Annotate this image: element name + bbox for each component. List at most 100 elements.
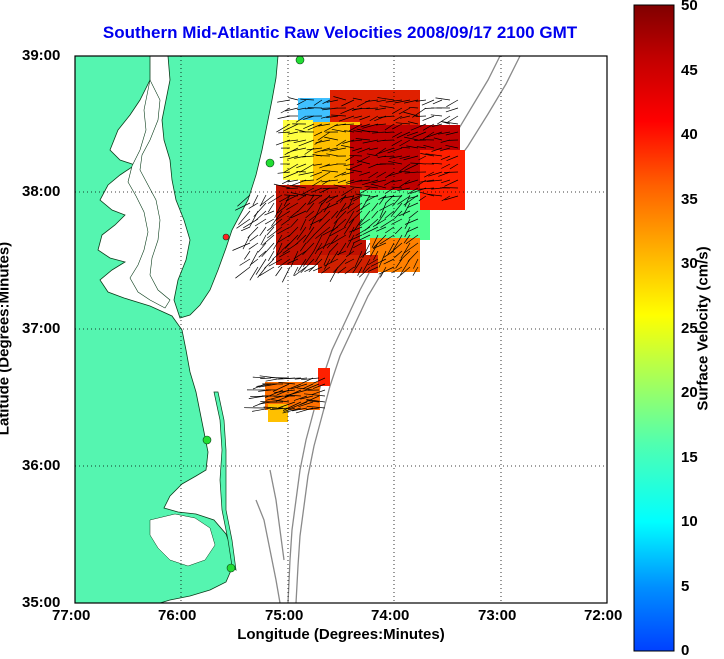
x-tick-label: 77:00 [52, 607, 91, 624]
velocity-arrow [290, 210, 307, 219]
velocity-arrow [286, 139, 299, 142]
velocity-arrow [296, 163, 307, 169]
velocity-arrow [306, 399, 326, 403]
velocity-arrow [406, 131, 419, 137]
velocity-arrow [301, 377, 320, 381]
velocity-arrow [399, 250, 411, 262]
velocity-arrow [293, 266, 299, 276]
velocity-arrow [412, 266, 419, 276]
sound-water [149, 513, 216, 567]
velocity-arrow [404, 218, 411, 230]
velocity-arrow [268, 258, 283, 267]
velocity-arrow [293, 395, 308, 401]
velocity-arrow [439, 147, 451, 152]
velocity-arrow [384, 155, 395, 158]
velocity-arrow [296, 107, 307, 111]
velocity-arrow [387, 171, 403, 177]
velocity-arrow [410, 123, 427, 131]
velocity-arrow [341, 145, 355, 149]
velocity-arrow [354, 250, 363, 269]
velocity-arrow [323, 250, 331, 266]
velocity-arrow [352, 97, 363, 101]
velocity-arrow [379, 105, 395, 109]
velocity-arrow [343, 218, 355, 235]
velocity-arrow [315, 226, 331, 239]
velocity-arrow [247, 226, 259, 238]
velocity-arrow [326, 115, 339, 118]
velocity-arrow [391, 218, 403, 225]
velocity-arrow [426, 131, 443, 138]
velocity-arrow [289, 184, 307, 189]
velocity-arrow [401, 146, 411, 149]
velocity-arrow [326, 153, 339, 157]
velocity-arrow [312, 266, 323, 272]
outer-banks [213, 391, 237, 571]
velocity-arrow [422, 123, 435, 131]
velocity-arrow [408, 210, 419, 219]
velocity-arrow [321, 147, 339, 152]
velocity-arrow [274, 202, 283, 219]
velocity-arrow [446, 115, 459, 124]
velocity-arrow [342, 123, 355, 126]
velocity-arrow [283, 171, 299, 179]
velocity-arrow [431, 123, 443, 128]
velocity-arrow [365, 194, 379, 202]
y-tick-label: 38:00 [22, 183, 61, 200]
velocity-arrow [390, 202, 403, 217]
velocity-arrow [288, 401, 308, 410]
velocity-arrow [404, 179, 419, 185]
velocity-arrow [368, 171, 379, 179]
velocity-arrow [430, 114, 443, 117]
velocity-arrow [294, 155, 307, 159]
velocity-arrow [293, 250, 307, 260]
velocity-arrow [250, 258, 259, 266]
velocity-arrow [293, 266, 307, 277]
velocity-arrow [364, 218, 379, 231]
velocity-arrow [323, 163, 339, 167]
velocity-arrow [353, 130, 363, 133]
velocity-arrow [295, 234, 307, 245]
velocity-arrow [379, 234, 395, 245]
velocity-arrow [292, 407, 308, 412]
colorbar-tick-label: 40 [681, 126, 698, 143]
velocity-arrow [322, 99, 331, 105]
velocity-arrow [306, 202, 315, 213]
velocity-arrow [357, 155, 371, 164]
velocity-arrow [324, 258, 339, 267]
velocity-arrow [322, 187, 339, 189]
velocity-arrow [337, 266, 347, 274]
velocity-arrow [393, 115, 403, 122]
velocity-arrow [295, 128, 307, 133]
velocity-arrow [287, 179, 299, 183]
velocity-arrow [394, 99, 411, 104]
velocity-arrow [306, 234, 315, 244]
velocity-arrow [263, 406, 278, 409]
velocity-arrow [357, 147, 371, 154]
velocity-arrow [387, 147, 403, 154]
velocity-arrow [444, 171, 459, 173]
velocity-arrow [440, 179, 451, 184]
velocity-arrow [339, 194, 347, 203]
velocity-arrow [331, 218, 347, 232]
velocity-arrow [437, 115, 451, 125]
velocity-arrow [444, 179, 459, 187]
velocity-arrow [364, 185, 379, 189]
velocity-arrow [445, 131, 459, 136]
x-tick-label: 73:00 [478, 607, 517, 624]
velocity-arrow [273, 234, 283, 250]
velocity-arrow [366, 107, 379, 110]
velocity-arrow [315, 250, 323, 263]
velocity-arrow [353, 195, 363, 202]
velocity-arrow [306, 407, 320, 410]
velocity-arrow [266, 226, 275, 236]
velocity-arrow [306, 400, 320, 403]
velocity-arrow [313, 163, 323, 166]
velocity-arrow [288, 97, 299, 101]
velocity-arrow [264, 389, 284, 399]
velocity-arrow [404, 136, 419, 141]
velocity-arrow [361, 130, 379, 133]
velocity-arrow [306, 147, 323, 151]
velocity-arrow [300, 395, 314, 400]
velocity-arrow [329, 226, 347, 237]
velocity-arrow [379, 202, 387, 219]
